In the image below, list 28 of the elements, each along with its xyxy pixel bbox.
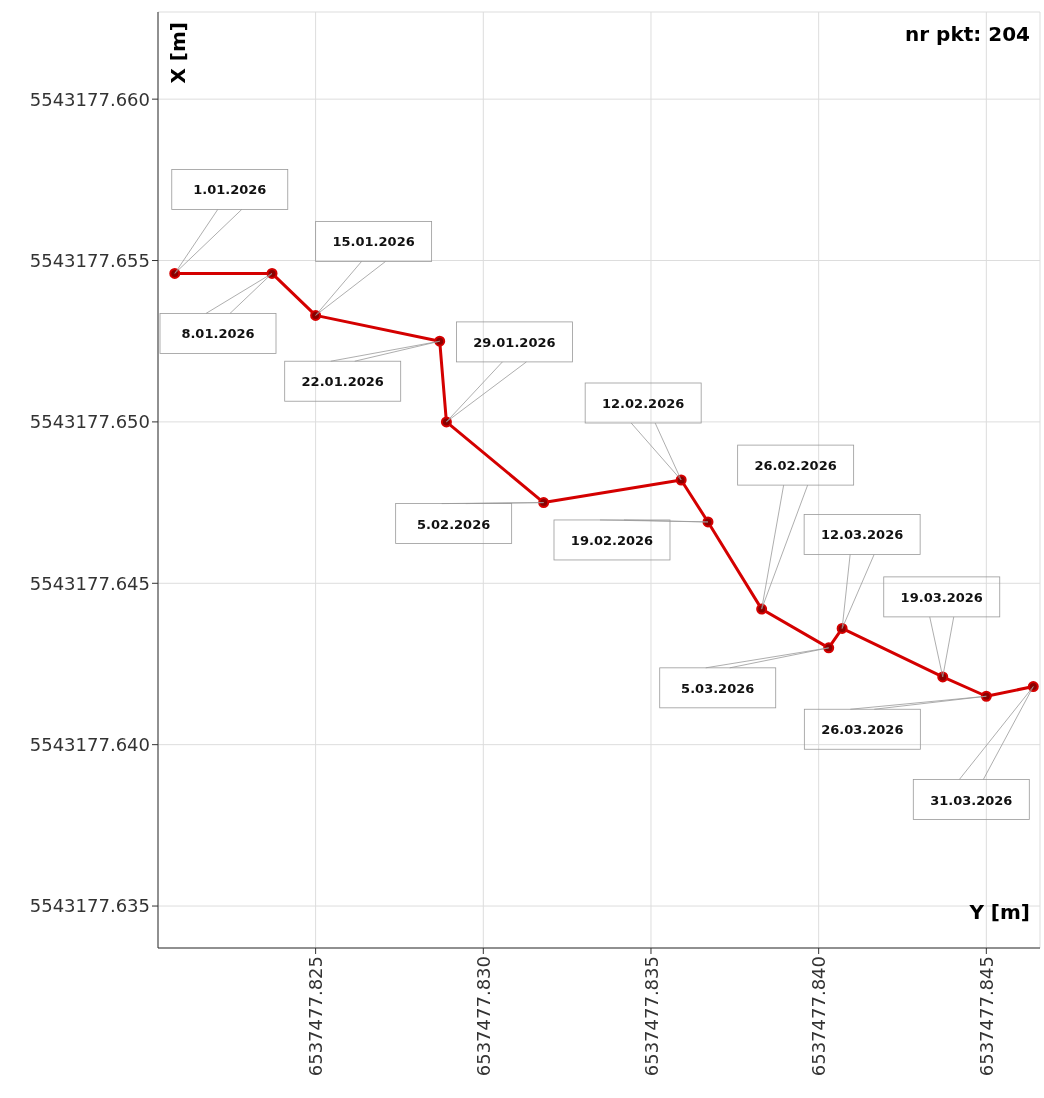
annotation: 1.01.2026: [193, 182, 267, 198]
y-tick-label: 5543177.640: [29, 734, 150, 756]
y-axis-title: X [m]: [166, 22, 190, 84]
annotation: 31.03.2026: [930, 792, 1013, 808]
annotation: 5.02.2026: [417, 516, 491, 532]
y-tick-label: 5543177.660: [29, 88, 150, 110]
x-tick-label: 6537477.830: [473, 956, 495, 1077]
annotation: 8.01.2026: [181, 326, 255, 342]
annotation: 29.01.2026: [473, 334, 556, 350]
annotation: 26.02.2026: [754, 458, 837, 474]
y-tick-label: 5543177.655: [29, 249, 150, 271]
x-tick-label: 6537477.840: [808, 956, 830, 1077]
annotation: 5.03.2026: [681, 680, 755, 696]
y-tick-label: 5543177.650: [29, 411, 150, 433]
y-tick-label: 5543177.635: [29, 895, 150, 917]
x-tick-label: 6537477.825: [305, 956, 327, 1077]
annotation: 12.02.2026: [602, 396, 685, 411]
y-tick-label: 5543177.645: [29, 572, 150, 594]
x-tick-label: 6537477.845: [976, 956, 998, 1077]
annotation: 19.02.2026: [570, 532, 654, 548]
annotation: 19.03.2026: [900, 589, 983, 605]
annotation: 22.01.2026: [301, 374, 384, 390]
annotation: 26.03.2026: [821, 722, 904, 738]
x-tick-label: 6537477.835: [640, 956, 662, 1077]
x-axis-title: Y [m]: [969, 900, 1030, 924]
annotation: nr pkt: 204: [905, 22, 1030, 46]
annotation: 12.03.2026: [821, 527, 904, 543]
annotation: 15.01.2026: [332, 234, 415, 250]
